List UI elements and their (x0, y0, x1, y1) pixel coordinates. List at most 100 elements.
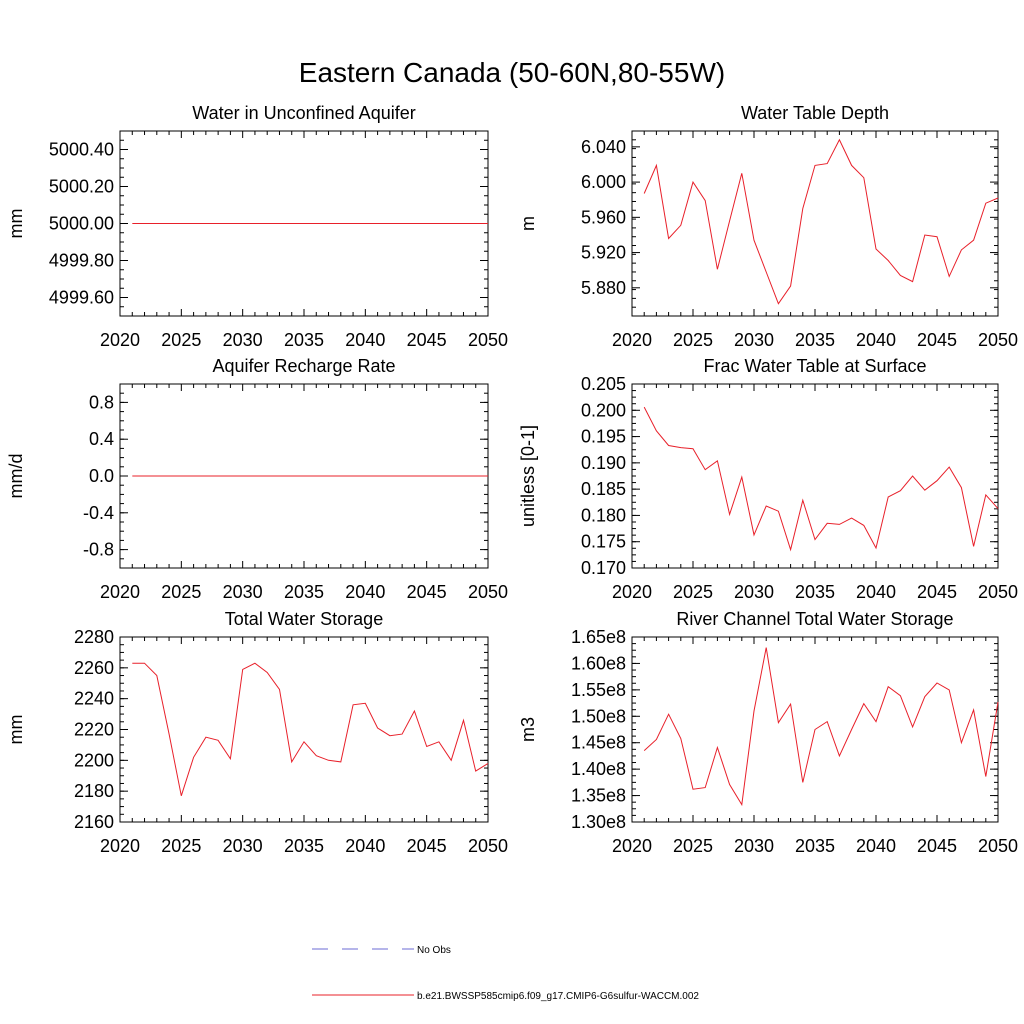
x-tick-label: 2025 (673, 836, 713, 856)
y-tick-label: 0.4 (89, 429, 114, 449)
chart-title: Aquifer Recharge Rate (212, 356, 395, 376)
y-tick-label: 2180 (74, 781, 114, 801)
x-tick-label: 2030 (734, 330, 774, 350)
x-tick-label: 2045 (407, 330, 447, 350)
y-tick-label: 0.180 (581, 505, 626, 525)
x-tick-label: 2025 (161, 836, 201, 856)
chart-title: Frac Water Table at Surface (703, 356, 926, 376)
y-tick-label: 5.920 (581, 243, 626, 263)
series-line (132, 662, 489, 796)
y-tick-label: 5.880 (581, 278, 626, 298)
chart-panel-3: Aquifer Recharge Rate 2020 2025 2030 2035 204… (6, 356, 508, 602)
x-tick-label: 2035 (795, 582, 835, 602)
y-tick-label: 6.000 (581, 172, 626, 192)
legend: No Obs b.e21.BWSSP585cmip6.f09_g17.CMIP6… (312, 945, 699, 1002)
y-tick-label: 1.30e8 (571, 812, 626, 832)
series-line (643, 138, 999, 305)
y-tick-label: 4999.80 (49, 251, 114, 271)
x-tick-label: 2035 (284, 330, 324, 350)
x-tick-label: 2025 (673, 582, 713, 602)
y-tick-label: 0.8 (89, 392, 114, 412)
x-tick-label: 2030 (223, 582, 263, 602)
x-tick-label: 2020 (612, 836, 652, 856)
x-tick-label: 2050 (978, 836, 1018, 856)
y-tick-label: 1.60e8 (571, 653, 626, 673)
y-axis-label: unitless [0-1] (518, 425, 538, 527)
x-tick-label: 2050 (468, 836, 508, 856)
y-tick-label: 0.185 (581, 479, 626, 499)
x-tick-label: 2025 (161, 582, 201, 602)
y-tick-label: 2260 (74, 658, 114, 678)
y-tick-label: 1.55e8 (571, 680, 626, 700)
y-tick-label: 0.0 (89, 466, 114, 486)
y-tick-label: 6.040 (581, 137, 626, 157)
y-tick-label: 0.200 (581, 400, 626, 420)
plot-frame (119, 636, 489, 823)
x-tick-label: 2050 (468, 330, 508, 350)
x-tick-label: 2045 (407, 582, 447, 602)
y-tick-label: 5000.40 (49, 140, 114, 160)
y-tick-label: 5000.20 (49, 177, 114, 197)
y-tick-label: 0.190 (581, 453, 626, 473)
plot-frame (631, 130, 999, 317)
chart-title: Water in Unconfined Aquifer (192, 103, 415, 123)
chart-panel-2: Water Table Depth 2020 2025 2030 2035 2040 204… (518, 103, 1018, 350)
figure-title: Eastern Canada (50-60N,80-55W) (299, 57, 725, 88)
x-tick-label: 2025 (673, 330, 713, 350)
y-tick-label: 2280 (74, 627, 114, 647)
x-tick-label: 2035 (795, 330, 835, 350)
x-tick-label: 2020 (612, 330, 652, 350)
y-tick-label: 0.170 (581, 558, 626, 578)
x-tick-label: 2040 (345, 582, 385, 602)
x-tick-label: 2025 (161, 330, 201, 350)
y-axis-label: mm/d (6, 454, 26, 499)
y-axis-label: mm (6, 715, 26, 745)
y-tick-label: 1.40e8 (571, 759, 626, 779)
y-tick-label: 1.65e8 (571, 627, 626, 647)
x-tick-label: 2045 (407, 836, 447, 856)
y-tick-label: 2220 (74, 720, 114, 740)
y-axis-label: m (518, 216, 538, 231)
chart-panel-1: Water in Unconfined Aquifer 2020 2025 2030 2… (6, 103, 508, 350)
legend-no-obs-label: No Obs (417, 945, 451, 956)
y-tick-label: -0.4 (83, 503, 114, 523)
chart-title: River Channel Total Water Storage (676, 609, 953, 629)
y-tick-label: 1.45e8 (571, 733, 626, 753)
x-tick-label: 2045 (917, 582, 957, 602)
x-tick-label: 2040 (856, 582, 896, 602)
x-tick-label: 2040 (345, 836, 385, 856)
x-tick-label: 2030 (223, 836, 263, 856)
series-line (643, 406, 999, 552)
y-tick-label: 2160 (74, 812, 114, 832)
x-tick-label: 2020 (100, 836, 140, 856)
x-tick-label: 2035 (284, 582, 324, 602)
y-axis-label: m3 (518, 717, 538, 742)
y-tick-label: 4999.60 (49, 288, 114, 308)
x-tick-label: 2045 (917, 330, 957, 350)
x-tick-label: 2035 (795, 836, 835, 856)
y-tick-label: 0.205 (581, 374, 626, 394)
x-tick-label: 2035 (284, 836, 324, 856)
y-tick-label: 0.195 (581, 427, 626, 447)
y-tick-label: 1.35e8 (571, 786, 626, 806)
chart-panel-4: Frac Water Table at Surface 2020 2025 2030 2… (518, 356, 1018, 602)
x-tick-label: 2030 (734, 836, 774, 856)
x-tick-label: 2040 (856, 836, 896, 856)
y-tick-label: 5.960 (581, 207, 626, 227)
y-tick-label: 2200 (74, 750, 114, 770)
x-tick-label: 2050 (978, 582, 1018, 602)
x-tick-label: 2040 (345, 330, 385, 350)
x-tick-label: 2045 (917, 836, 957, 856)
chart-title: Water Table Depth (741, 103, 889, 123)
x-tick-label: 2050 (978, 330, 1018, 350)
y-tick-label: 2240 (74, 689, 114, 709)
chart-title: Total Water Storage (225, 609, 383, 629)
y-tick-label: -0.8 (83, 540, 114, 560)
x-tick-label: 2020 (100, 582, 140, 602)
y-tick-label: 1.50e8 (571, 706, 626, 726)
x-tick-label: 2020 (100, 330, 140, 350)
y-tick-label: 5000.00 (49, 214, 114, 234)
x-tick-label: 2040 (856, 330, 896, 350)
x-tick-label: 2030 (734, 582, 774, 602)
